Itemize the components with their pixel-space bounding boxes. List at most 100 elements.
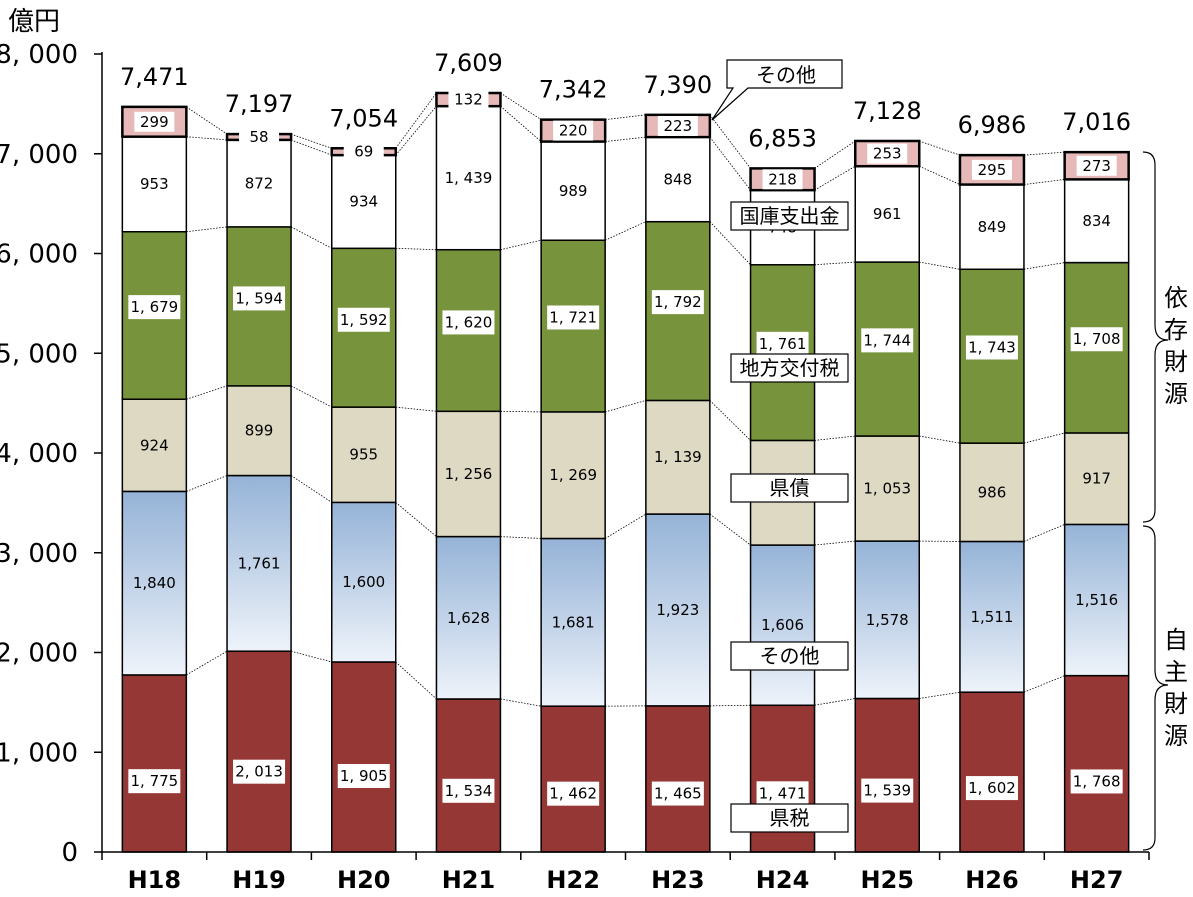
connector-line [709,704,751,707]
value-label: 273 [1082,157,1111,175]
value-label-box [442,778,495,803]
total-label: 6,853 [748,124,817,152]
y-tick-label: 4, 000 [0,439,78,469]
value-label: 1, 534 [445,782,493,800]
value-label: 295 [978,161,1007,179]
connector-line [186,650,228,676]
value-label: 1,628 [447,609,490,627]
connector-line [500,410,542,413]
connector-line [186,475,228,492]
bar-segment [749,544,816,707]
bar-segment [1063,674,1130,853]
connector-line [709,136,751,191]
value-label-box [651,290,704,315]
value-label: 1, 539 [863,782,911,800]
value-label: 2, 013 [235,763,283,781]
connector-line [395,247,437,251]
connector-line [1023,524,1065,542]
bar-segment [854,435,920,542]
bar-segment [645,705,711,853]
bar-segment [331,501,397,663]
bar-segment [540,537,606,707]
x-tick-label: H18 [128,866,181,894]
bracket-label-lower-char: 財 [1164,690,1188,718]
value-label: 1, 139 [654,448,702,466]
callout-other-box [730,641,849,671]
bar-segment [959,183,1025,271]
value-label: 1, 053 [863,480,911,498]
bar-segment [121,398,188,493]
value-label-box [762,169,803,190]
bracket-label-upper-char: 源 [1164,380,1188,408]
value-label-box [861,778,914,803]
value-label: 1, 620 [445,313,493,331]
connector-line [1023,675,1065,693]
value-label-box [1076,155,1117,176]
value-label-box [343,141,384,162]
connector-line [500,105,542,142]
connector-line [395,406,437,412]
value-labels: 1, 775 1,840 924 1, 679 953 299 2, 013 1,761 899… [128,89,1123,806]
value-label: 69 [354,143,373,161]
value-label-box [1070,327,1123,352]
connector-line [290,139,332,156]
bracket-lower [1142,525,1169,851]
total-label: 7,342 [539,76,608,104]
connector-line [1023,151,1065,156]
value-label: 1,511 [970,608,1013,626]
bar-segment [540,705,606,853]
callout-kensai-box [730,473,849,503]
value-label: 1, 768 [1073,772,1121,790]
bracket-upper [1142,151,1169,523]
value-label: 1, 256 [445,465,493,483]
value-label-box [965,776,1018,801]
total-label: 7,054 [329,104,398,132]
bar-segment [1063,523,1130,677]
value-label: 917 [1082,470,1111,488]
value-label: 299 [140,113,169,131]
total-label: 7,471 [120,63,189,91]
value-label-box [756,331,809,356]
value-label: 1, 775 [130,772,178,790]
callout-kokko: 国庫支出金 [740,204,840,228]
connector-line [605,136,646,142]
connector-line [186,106,228,135]
value-label: 253 [873,145,902,163]
bar-segment [435,105,502,251]
x-tick-label: H25 [861,866,914,894]
bar-segment [1063,178,1130,264]
value-label-box [128,769,181,794]
value-label: 986 [978,483,1007,501]
connector-line [709,400,751,441]
connector-line [290,385,332,408]
value-label: 1, 462 [549,785,597,803]
x-tick-label: H20 [337,866,390,894]
bar-segment [540,140,606,241]
connector-line [1023,178,1065,185]
y-tick-label: 0 [61,838,78,868]
connector-line [395,661,437,700]
bar-segment [959,691,1025,853]
x-tick-label: H21 [442,866,495,894]
connector-line [919,435,961,444]
value-label: 1,840 [133,574,176,592]
bar-segment [226,139,292,228]
connector-line [500,239,542,251]
connector-line [290,475,332,503]
bar-segment [645,136,711,223]
connector-line [919,261,961,270]
bar-segment [645,513,711,707]
value-label: 989 [559,182,588,200]
value-label: 899 [245,422,274,440]
bar-segment [854,697,920,853]
value-label: 1, 592 [340,311,388,329]
value-label-box [657,115,698,136]
y-tick-label: 3, 000 [0,539,78,569]
callout-other-top: その他 [756,63,816,87]
callout-kenzei-box [730,803,849,833]
bracket-label-lower-char: 源 [1164,722,1188,750]
y-tick-label: 8, 000 [0,40,78,70]
bracket-label-lower-char: 主 [1164,658,1188,686]
